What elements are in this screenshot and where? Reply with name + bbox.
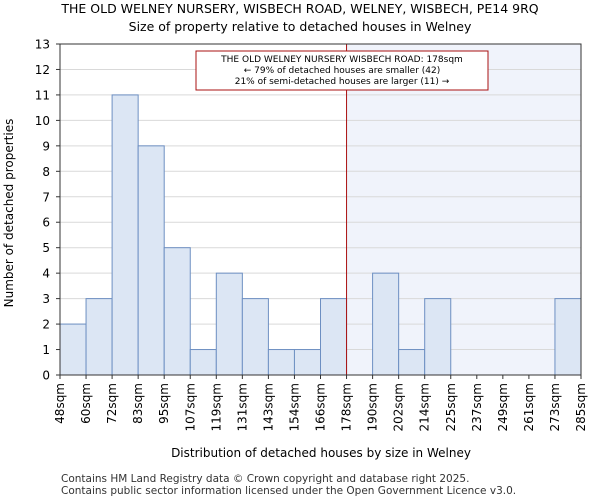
y-tick-label: 11 [35, 88, 50, 102]
chart-subtitle: Size of property relative to detached ho… [128, 19, 472, 34]
x-tick-label: 190sqm [366, 383, 380, 431]
y-tick-label: 2 [42, 318, 50, 332]
x-tick-label: 237sqm [470, 383, 484, 431]
y-tick-label: 12 [35, 63, 50, 77]
x-tick-label: 154sqm [287, 383, 301, 431]
x-tick-label: 261sqm [522, 383, 536, 431]
chart-title: THE OLD WELNEY NURSERY, WISBECH ROAD, WE… [61, 1, 539, 16]
bar [241, 298, 269, 376]
annotation-box: THE OLD WELNEY NURSERY WISBECH ROAD: 178… [195, 50, 489, 91]
bar [293, 349, 322, 376]
footer-line-2: Contains public sector information licen… [61, 485, 517, 497]
x-tick-label: 119sqm [209, 383, 223, 431]
footer-line-1: Contains HM Land Registry data © Crown c… [61, 473, 470, 485]
bar [424, 298, 452, 376]
x-tick-label: 202sqm [392, 383, 406, 431]
annotation-line-2: ← 79% of detached houses are smaller (42… [244, 66, 441, 76]
y-tick-label: 0 [42, 369, 50, 383]
y-tick-label: 5 [42, 241, 50, 255]
x-axis-label: Distribution of detached houses by size … [171, 446, 471, 460]
bar [137, 145, 165, 376]
x-axis-ticks: 48sqm 60sqm 72sqm 83sqm 95sqm 107sqm 119sqm 131… [53, 375, 588, 431]
y-tick-label: 1 [42, 343, 50, 357]
bar [215, 272, 243, 376]
bar [59, 323, 87, 376]
bar [554, 298, 582, 376]
bar [189, 349, 217, 376]
x-tick-label: 95sqm [157, 383, 171, 424]
y-tick-label: 13 [35, 38, 50, 52]
bar [267, 349, 295, 376]
y-tick-label: 6 [42, 216, 50, 230]
x-tick-label: 48sqm [53, 383, 67, 424]
x-tick-label: 107sqm [183, 383, 197, 431]
y-tick-label: 8 [42, 165, 50, 179]
y-tick-label: 3 [42, 292, 50, 306]
x-tick-label: 60sqm [79, 383, 93, 424]
x-tick-label: 83sqm [131, 383, 145, 424]
annotation-line-1: THE OLD WELNEY NURSERY WISBECH ROAD: 178… [220, 55, 463, 65]
bar [372, 272, 400, 376]
bar [163, 247, 191, 376]
y-tick-label: 10 [35, 114, 50, 128]
x-tick-label: 225sqm [444, 383, 458, 431]
y-axis-label: Number of detached properties [2, 119, 16, 308]
x-tick-label: 249sqm [496, 383, 510, 431]
x-tick-label: 273sqm [548, 383, 562, 431]
bar [111, 94, 139, 376]
x-tick-label: 214sqm [418, 383, 432, 431]
bars-group [59, 94, 582, 376]
y-tick-label: 7 [42, 190, 50, 204]
bar [398, 349, 426, 376]
x-tick-label: 178sqm [340, 383, 354, 431]
y-tick-label: 9 [42, 139, 50, 153]
x-tick-label: 285sqm [574, 383, 588, 431]
bar [85, 298, 113, 376]
x-tick-label: 131sqm [235, 383, 249, 431]
annotation-line-3: 21% of semi-detached houses are larger (… [235, 77, 450, 87]
x-tick-label: 143sqm [261, 383, 275, 431]
x-tick-label: 72sqm [105, 383, 119, 424]
y-tick-label: 4 [42, 267, 50, 281]
bar [320, 298, 348, 376]
x-tick-label: 166sqm [314, 383, 328, 431]
